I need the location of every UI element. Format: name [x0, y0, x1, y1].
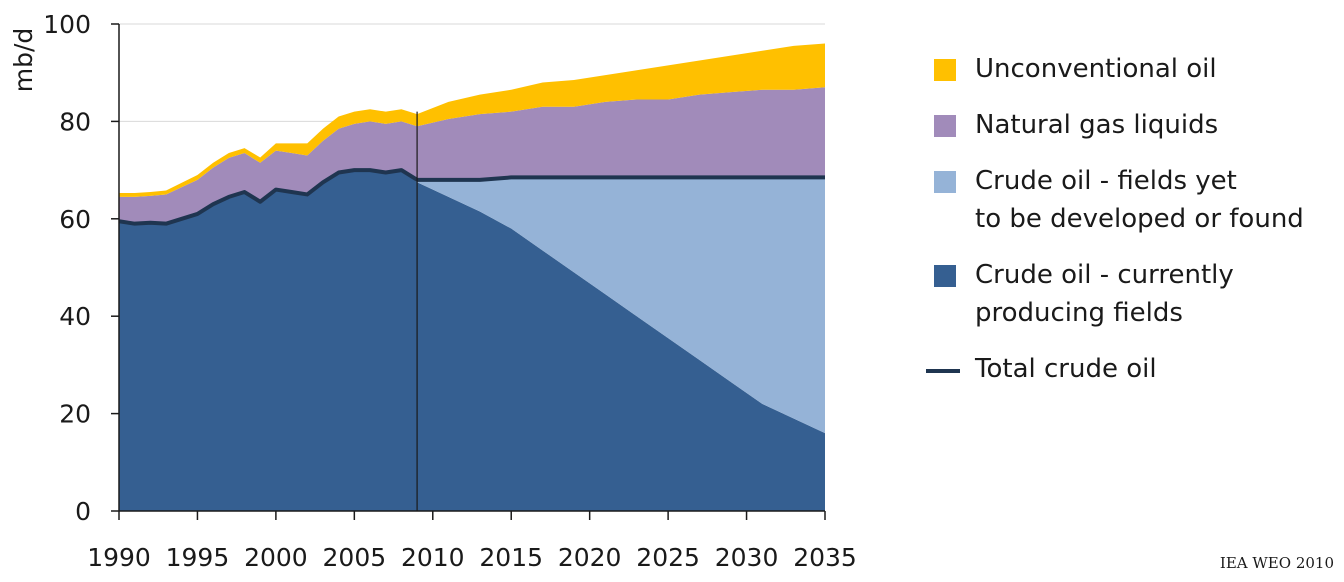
- x-tick-label: 2010: [401, 543, 465, 572]
- legend-label: Crude oil - currently producing fields: [975, 260, 1234, 328]
- area-crude-oil-currently-producing-fields: [119, 170, 825, 511]
- axes: [111, 23, 826, 520]
- x-tick-label: 2000: [244, 543, 308, 572]
- legend-item-natural-gas-liquids: Natural gas liquids: [926, 106, 1344, 144]
- oil-production-chart: 0 20 40 60 80 100 1990 1995 2000 2005 2010 2015 202…: [9, 10, 857, 572]
- total-crude-line: [118, 168, 825, 226]
- legend-item-unconventional-oil: Unconventional oil: [926, 50, 1344, 88]
- source-note: IEA WEO 2010: [1219, 554, 1334, 572]
- y-tick-labels: 0 20 40 60 80 100: [43, 10, 91, 526]
- y-tick-label: 80: [59, 107, 91, 136]
- x-tick-label: 2025: [636, 543, 700, 572]
- legend-swatch: [934, 115, 956, 137]
- x-tick-label: 2005: [323, 543, 387, 572]
- legend-line-swatch: [926, 369, 960, 373]
- legend-item-total-crude-oil: Total crude oil: [926, 350, 1344, 388]
- legend-swatch: [934, 171, 956, 193]
- y-tick-label: 100: [43, 10, 91, 39]
- area-unconventional-oil: [119, 43, 825, 197]
- y-tick-label: 0: [75, 497, 91, 526]
- total-crude-oil-line: [118, 168, 825, 226]
- y-tick-label: 20: [59, 400, 91, 429]
- legend-label: Total crude oil: [975, 354, 1157, 384]
- x-tick-labels: 1990 1995 2000 2005 2010 2015 2020 2025 2030 2035: [87, 543, 857, 572]
- x-tick-label: 2030: [715, 543, 779, 572]
- x-tick-label: 2020: [558, 543, 622, 572]
- legend: Unconventional oil Natural gas liquids C…: [926, 50, 1344, 406]
- area-natural-gas-liquids: [119, 87, 825, 224]
- area-crude-oil-fields-yet-to-be-developed-or-found: [119, 170, 825, 434]
- y-tick-label: 60: [59, 205, 91, 234]
- legend-swatch: [934, 59, 956, 81]
- stacked-areas: [119, 43, 825, 511]
- x-tick-label: 1990: [87, 543, 151, 572]
- x-tick-label: 2015: [479, 543, 543, 572]
- y-tick-label: 40: [59, 302, 91, 331]
- legend-label: Natural gas liquids: [975, 110, 1219, 140]
- y-axis-label: mb/d: [9, 28, 38, 93]
- legend-item-crude-currently-producing: Crude oil - currently producing fields: [926, 256, 1344, 332]
- legend-swatch: [934, 265, 956, 287]
- legend-label: Crude oil - fields yet to be developed o…: [975, 166, 1304, 234]
- x-tick-label: 1995: [166, 543, 230, 572]
- legend-item-crude-yet-to-be-developed: Crude oil - fields yet to be developed o…: [926, 162, 1344, 238]
- x-tick-label: 2035: [793, 543, 857, 572]
- legend-label: Unconventional oil: [975, 54, 1217, 84]
